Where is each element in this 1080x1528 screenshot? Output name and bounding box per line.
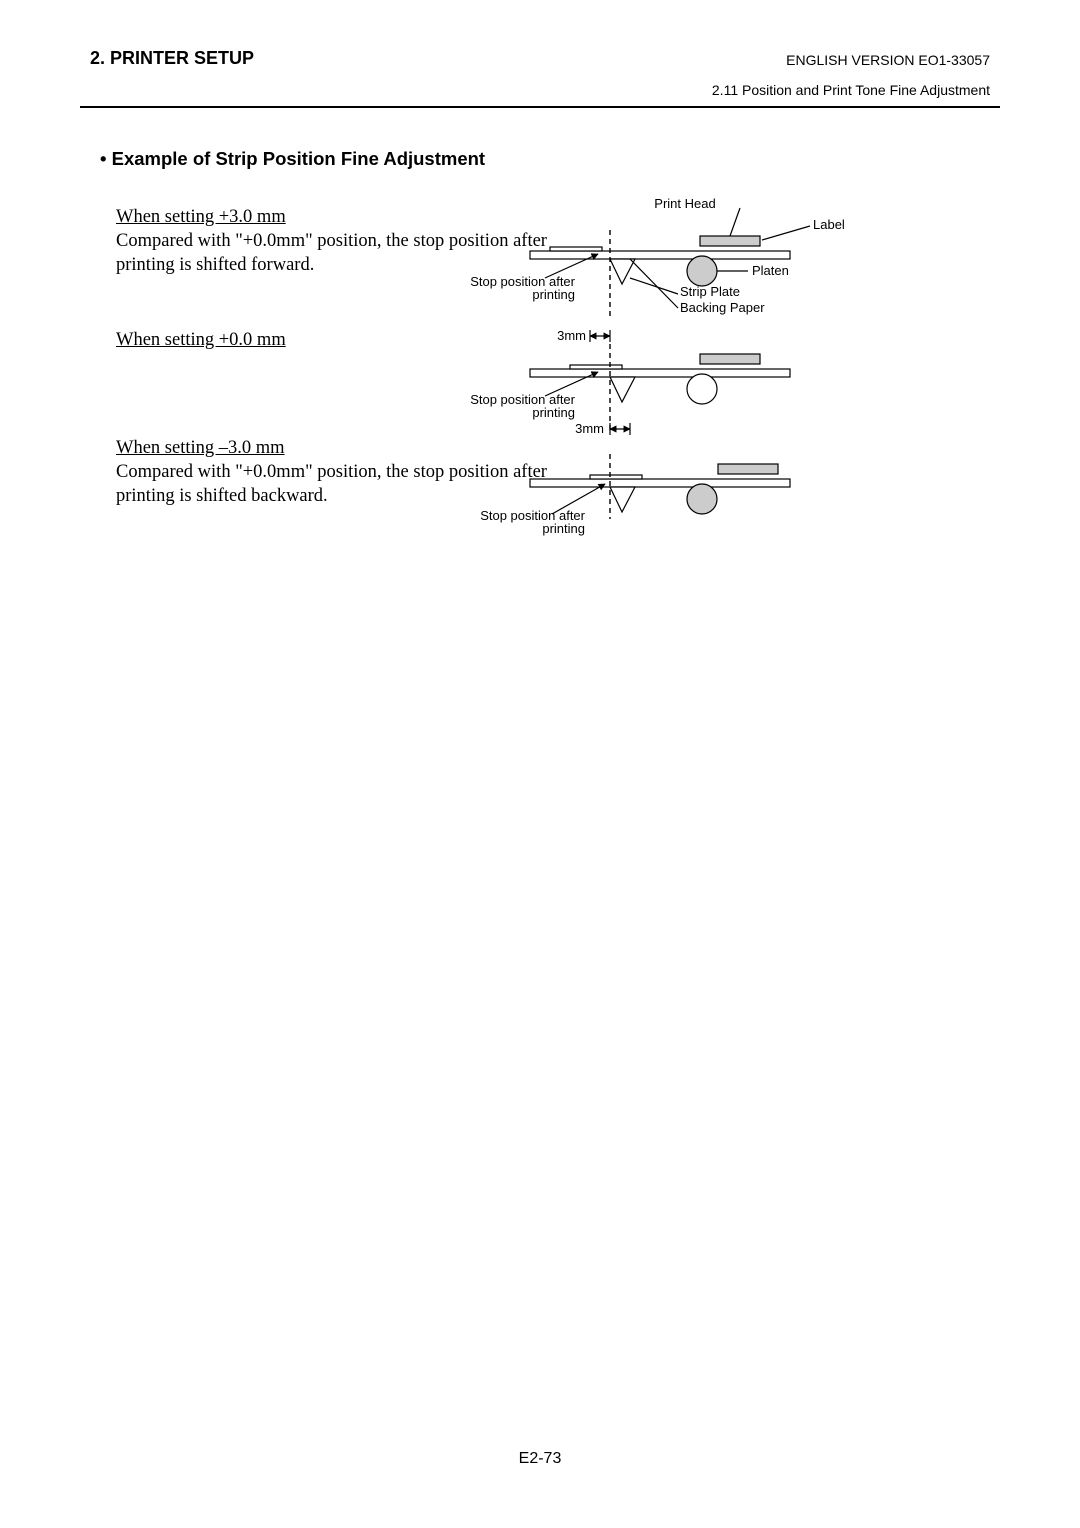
header-right-version: ENGLISH VERSION EO1-33057 [786,52,990,68]
row-zero: Stop position after printing 3mm [470,344,790,436]
label-3mm-2: 3mm [575,421,604,436]
header-right-section: 2.11 Position and Print Tone Fine Adjust… [712,82,990,98]
label-printhead: Print Head [654,196,715,211]
label-stripplate: Strip Plate [680,284,740,299]
header-rule [80,106,1000,108]
bullet: • [100,148,106,169]
row-minus3: Stop position after printing [480,454,790,536]
label-printing3: printing [542,521,585,536]
row-plus3: Label Print Head Platen Stop position af… [470,196,845,343]
label-printing1: printing [532,287,575,302]
section-title-text: Example of Strip Position Fine Adjustmen… [112,148,485,169]
page-footer: E2-73 [0,1450,1080,1468]
label-label: Label [813,217,845,232]
label-backing: Backing Paper [680,300,765,315]
strip-position-diagram: .s { stroke:#000; stroke-width:1.2; fill… [470,196,990,556]
section-heading: • Example of Strip Position Fine Adjustm… [100,148,485,170]
label-3mm-1: 3mm [557,328,586,343]
label-platen: Platen [752,263,789,278]
header-left: 2. PRINTER SETUP [90,48,254,69]
label-printing2: printing [532,405,575,420]
